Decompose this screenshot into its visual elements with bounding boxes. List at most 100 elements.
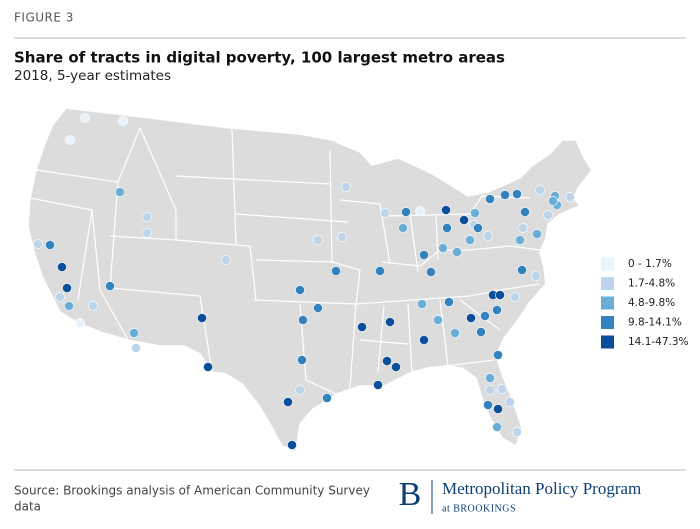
metro-dot: [470, 208, 480, 218]
metro-dot: [485, 373, 495, 383]
metro-dot: [197, 313, 207, 323]
legend: 0 - 1.7% 1.7-4.8% 4.8-9.8% 9.8-14.1% 14.1-47…: [601, 257, 689, 349]
metro-dot: [331, 266, 341, 276]
metro-dot: [55, 292, 65, 302]
metro-dot: [515, 235, 525, 245]
metro-dot: [118, 116, 128, 126]
metro-dot: [313, 235, 323, 245]
metro-dot: [535, 185, 545, 195]
metro-dot: [493, 404, 503, 414]
metro-dot: [385, 317, 395, 327]
metro-dot: [357, 322, 367, 332]
metro-dot: [337, 232, 347, 242]
source-line: Source: Brookings analysis of American C…: [14, 484, 370, 498]
metro-dot: [483, 231, 493, 241]
legend-swatch: [601, 277, 614, 290]
metro-dot: [80, 113, 90, 123]
metro-dot: [142, 228, 152, 238]
metro-dot: [287, 440, 297, 450]
metro-dot: [480, 311, 490, 321]
metro-dot: [295, 385, 305, 395]
metro-dot: [415, 206, 425, 216]
metro-dot: [283, 397, 293, 407]
metro-dot: [492, 305, 502, 315]
metro-dot: [495, 290, 505, 300]
legend-label: 9.8-14.1%: [628, 317, 682, 329]
metro-dot: [532, 229, 542, 239]
metro-dot: [426, 267, 436, 277]
metro-dot: [295, 285, 305, 295]
metro-dot: [131, 343, 141, 353]
metro-dot: [75, 318, 85, 328]
metro-dot: [520, 207, 530, 217]
metro-dot: [517, 265, 527, 275]
metro-dot: [510, 292, 520, 302]
metro-dot: [483, 400, 493, 410]
metro-dot: [375, 266, 385, 276]
metro-dot: [548, 196, 558, 206]
metro-dot: [401, 207, 411, 217]
metro-dot: [373, 380, 383, 390]
metro-dot: [142, 212, 152, 222]
metro-dot: [476, 327, 486, 337]
metro-dot: [466, 313, 476, 323]
legend-swatch: [601, 257, 614, 271]
legend-swatch: [601, 296, 614, 310]
metro-dot: [322, 393, 332, 403]
metro-dot: [531, 271, 541, 281]
metro-dot: [105, 281, 115, 291]
title: Share of tracts in digital poverty, 100 …: [14, 49, 505, 67]
metro-dot: [419, 250, 429, 260]
metro-dot: [62, 283, 72, 293]
metro-dot: [398, 223, 408, 233]
metro-dot: [417, 299, 427, 309]
metro-dot: [391, 362, 401, 372]
metro-dot: [221, 255, 231, 265]
subtitle: 2018, 5-year estimates: [14, 68, 171, 84]
metro-dot: [452, 247, 462, 257]
legend-swatch: [601, 335, 614, 349]
metro-dot: [419, 335, 429, 345]
metro-dot: [497, 384, 507, 394]
metro-dot: [438, 243, 448, 253]
metro-dot: [512, 189, 522, 199]
metro-dot: [297, 355, 307, 365]
metro-dot: [442, 223, 452, 233]
metro-dot: [459, 215, 469, 225]
metro-dot: [518, 223, 528, 233]
metro-dot: [203, 362, 213, 372]
metro-dot: [493, 350, 503, 360]
metro-dot: [492, 422, 502, 432]
metro-dot: [565, 192, 575, 202]
metro-dot: [450, 328, 460, 338]
legend-label: 14.1-47.3%: [628, 336, 689, 348]
metro-dot: [65, 135, 75, 145]
metro-dot: [45, 240, 55, 250]
metro-dot: [485, 194, 495, 204]
source-line: data: [14, 500, 41, 514]
metro-dot: [473, 223, 483, 233]
us-map: [27, 107, 593, 454]
metro-dot: [64, 301, 74, 311]
org-name: at BROOKINGS: [442, 503, 516, 514]
metro-dot: [380, 208, 390, 218]
state-borders: [29, 127, 541, 395]
metro-dot: [485, 385, 495, 395]
metro-dot: [129, 328, 139, 338]
metro-dot: [88, 301, 98, 311]
metro-dot: [465, 235, 475, 245]
metro-dot: [444, 297, 454, 307]
legend-label: 0 - 1.7%: [628, 258, 672, 270]
metro-dot: [382, 356, 392, 366]
metro-dot: [512, 427, 522, 437]
metro-dot: [298, 315, 308, 325]
legend-label: 4.8-9.8%: [628, 297, 675, 309]
logo-mark: B: [399, 476, 422, 513]
metro-dot: [33, 239, 43, 249]
metro-dot: [57, 262, 67, 272]
metro-dot: [115, 187, 125, 197]
metro-dot: [505, 397, 515, 407]
metro-dot: [543, 210, 553, 220]
program-name: Metropolitan Policy Program: [442, 479, 641, 498]
